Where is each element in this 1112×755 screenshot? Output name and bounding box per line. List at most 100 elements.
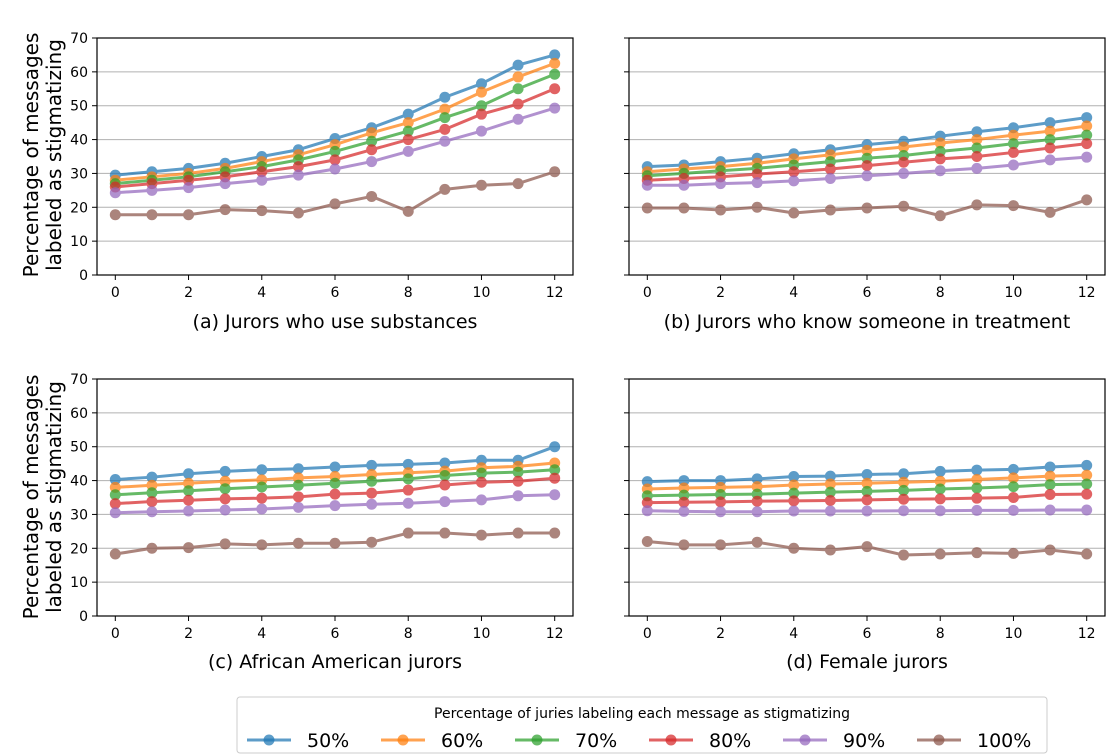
data-point	[1044, 488, 1056, 500]
data-point	[751, 473, 763, 485]
legend-item-70pct: 70%	[515, 730, 617, 752]
data-point	[402, 125, 414, 137]
data-point	[219, 538, 231, 550]
legend-marker	[933, 734, 945, 746]
data-point	[256, 464, 268, 476]
legend-items: 50% 60% 70% 80% 90% 100%	[247, 730, 1031, 752]
data-point	[183, 209, 195, 221]
panel-c-series-100pct	[109, 527, 561, 560]
panel-c-xtick-label: 4	[257, 626, 266, 642]
data-point	[788, 505, 800, 517]
data-point	[1007, 547, 1019, 559]
data-point	[475, 494, 487, 506]
panel-c-ytick-label: 50	[70, 440, 88, 456]
data-point	[898, 167, 910, 179]
data-point	[402, 527, 414, 539]
data-point	[219, 178, 231, 190]
data-point	[1007, 146, 1019, 158]
data-point	[292, 479, 304, 491]
panel-d-xtick-label: 12	[1078, 626, 1096, 642]
data-point	[439, 103, 451, 115]
data-point	[1044, 125, 1056, 137]
data-point	[715, 178, 727, 190]
panel-c-xtick-label: 2	[184, 626, 193, 642]
data-point	[329, 163, 341, 175]
data-point	[183, 182, 195, 194]
data-point	[934, 153, 946, 165]
legend-marker	[531, 734, 543, 746]
data-point	[934, 483, 946, 495]
data-point	[1081, 138, 1093, 150]
data-point	[1081, 112, 1093, 124]
data-point	[146, 184, 158, 196]
panel-a-ytick-label: 20	[70, 200, 88, 216]
panel-b-frame	[628, 37, 1106, 276]
data-point	[861, 160, 873, 172]
panel-b-series-100pct	[641, 194, 1093, 222]
data-point	[971, 151, 983, 162]
data-point	[788, 479, 800, 491]
data-point	[329, 500, 341, 512]
legend-item-80pct: 80%	[649, 730, 751, 752]
panel-d-frame	[628, 378, 1106, 617]
data-point	[512, 178, 524, 190]
data-point	[292, 537, 304, 549]
data-point	[366, 459, 378, 471]
data-point	[1007, 492, 1019, 503]
panel-a-ytick-label: 40	[70, 133, 88, 149]
data-point	[402, 145, 414, 157]
data-point	[934, 210, 946, 222]
data-point	[256, 166, 268, 178]
data-point	[366, 156, 378, 168]
data-point	[641, 497, 653, 509]
data-point	[329, 154, 341, 166]
data-point	[146, 209, 158, 221]
data-point	[1081, 469, 1093, 481]
data-point	[898, 476, 910, 488]
data-point	[1081, 129, 1093, 141]
panel-a-frame	[96, 37, 574, 276]
panel-a-xtick-label: 2	[184, 285, 193, 301]
panel-a-series-80pct	[109, 83, 561, 193]
data-point	[678, 539, 690, 551]
data-point	[1081, 488, 1093, 500]
data-point	[788, 166, 800, 178]
data-point	[898, 505, 910, 517]
legend-label: 50%	[307, 730, 349, 752]
data-point	[475, 179, 487, 191]
data-point	[641, 505, 653, 517]
panel-a-ytick-label: 10	[70, 234, 88, 250]
data-point	[971, 142, 983, 154]
panel-c-ytick-label: 20	[70, 541, 88, 557]
panel-c-xtick-label: 8	[404, 626, 413, 642]
data-point	[971, 126, 983, 138]
ylabel-top-line1: Percentage of messages	[19, 33, 43, 278]
data-point	[219, 204, 231, 216]
data-point	[898, 141, 910, 153]
legend-label: 90%	[843, 730, 885, 752]
panel-d-series-90pct	[641, 504, 1093, 518]
data-point	[366, 190, 378, 202]
data-point	[109, 474, 121, 486]
data-point	[1007, 504, 1019, 516]
data-point	[109, 187, 121, 199]
data-point	[329, 477, 341, 489]
panel-d-xtick-label: 2	[716, 626, 725, 642]
data-point	[475, 100, 487, 112]
data-point	[146, 487, 158, 499]
data-point	[475, 467, 487, 479]
panel-d: 0 2 4 6 8 10 12	[624, 378, 1106, 642]
data-point	[439, 527, 451, 539]
panel-a-xtick-label: 6	[331, 285, 340, 301]
panel-d-series-100pct	[641, 536, 1093, 561]
data-point	[549, 57, 561, 69]
data-point	[1044, 544, 1056, 556]
data-point	[439, 469, 451, 481]
panel-a-ytick-label: 60	[70, 65, 88, 81]
data-point	[1044, 470, 1056, 482]
legend-frame	[236, 696, 1048, 754]
panel-c-ytick-label: 70	[70, 372, 88, 388]
panel-a: 0 10 20 30 40 50 60 70 0 2 4 6 8 10 12	[70, 31, 574, 301]
data-point	[402, 108, 414, 120]
